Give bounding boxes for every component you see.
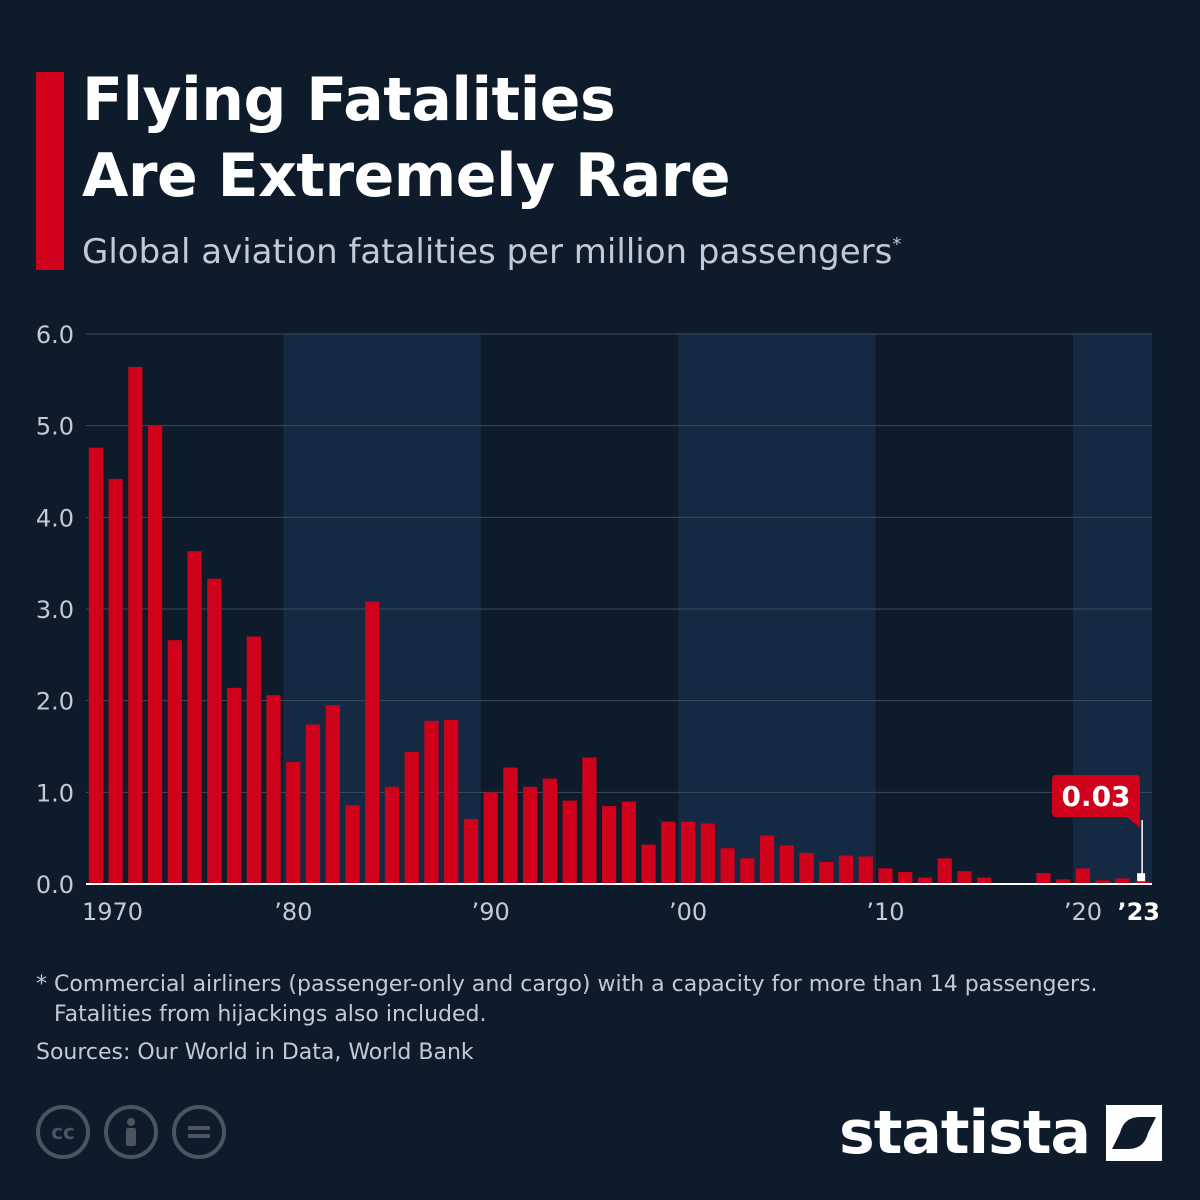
statista-logo-icon xyxy=(1106,1105,1162,1161)
bar-2012 xyxy=(917,877,933,884)
bar-1990 xyxy=(483,792,498,884)
bar-2006 xyxy=(799,852,814,884)
bar-2004 xyxy=(759,835,775,884)
title-line-1: Flying Fatalities xyxy=(82,65,616,135)
x-tick-label-1990: ’90 xyxy=(472,898,510,926)
bar-2002 xyxy=(720,848,735,884)
bar-2021 xyxy=(1095,880,1110,884)
bar-1992 xyxy=(523,786,538,884)
x-tick-label-2000: ’00 xyxy=(669,898,707,926)
bar-1979 xyxy=(266,695,281,884)
bar-1988 xyxy=(444,719,459,884)
x-tick-label-2010: ’10 xyxy=(866,898,904,926)
bar-2019 xyxy=(1056,879,1071,884)
callout-pointer xyxy=(1126,816,1140,828)
bar-1995 xyxy=(582,757,597,884)
bar-1980 xyxy=(286,762,301,884)
bar-2010 xyxy=(878,868,893,884)
bar-1989 xyxy=(463,818,479,884)
bar-2014 xyxy=(957,871,972,884)
y-tick-label: 2.0 xyxy=(36,688,74,716)
value-callout: 0.03 xyxy=(1052,775,1146,882)
x-axis: 1970 ’80 ’90 ’00 ’10 ’20 ’23 xyxy=(82,883,1160,926)
y-tick-label: 4.0 xyxy=(36,504,74,532)
chart-title: Flying Fatalities Are Extremely Rare xyxy=(82,62,731,214)
subtitle-text: Global aviation fatalities per million p… xyxy=(82,232,893,272)
callout-marker xyxy=(1137,873,1146,882)
y-tick-label: 6.0 xyxy=(36,321,74,349)
license-icons: cc xyxy=(36,1105,226,1159)
footnote: * Commercial airliners (passenger-only an… xyxy=(36,970,1098,1030)
bar-1998 xyxy=(641,844,656,884)
bar-1976 xyxy=(207,578,222,884)
bar-2018 xyxy=(1036,873,1051,884)
bar-1974 xyxy=(167,640,182,884)
bar-2013 xyxy=(937,858,952,884)
bar-2009 xyxy=(858,856,873,884)
bar-2007 xyxy=(819,862,834,884)
bar-1973 xyxy=(147,425,163,884)
bar-chart: 0.0 1.0 2.0 3.0 4.0 5.0 6.0 1970 ’80 ’90 ’00 ’10 ’2… xyxy=(36,321,1160,926)
bar-1987 xyxy=(424,720,439,884)
y-tick-label: 0.0 xyxy=(36,871,74,899)
bar-2001 xyxy=(700,823,715,884)
equals-icon xyxy=(172,1105,226,1159)
bar-1984 xyxy=(365,601,380,884)
bar-2005 xyxy=(779,845,794,884)
bar-1978 xyxy=(246,636,261,884)
x-tick-label-2020: ’20 xyxy=(1064,898,1102,926)
footnote-marker: * xyxy=(36,972,47,997)
bar-1981 xyxy=(305,724,321,884)
bar-2015 xyxy=(977,877,992,884)
bar-1982 xyxy=(325,705,340,884)
footnote-line-2: Fatalities from hijackings also included… xyxy=(54,1002,487,1027)
callout-box xyxy=(1052,775,1140,817)
gridlines: 0.0 1.0 2.0 3.0 4.0 5.0 6.0 xyxy=(36,321,1152,899)
title-line-2: Are Extremely Rare xyxy=(82,141,731,211)
bars xyxy=(88,367,1150,884)
source-text: Sources: Our World in Data, World Bank xyxy=(36,1040,474,1065)
callout-label: 0.03 xyxy=(1061,780,1130,813)
x-tick-label-1970: 1970 xyxy=(82,898,143,926)
y-tick-label: 3.0 xyxy=(36,596,74,624)
bar-1986 xyxy=(404,752,419,884)
chart-subtitle: Global aviation fatalities per million p… xyxy=(82,232,901,272)
bar-1977 xyxy=(226,687,242,884)
bar-2020 xyxy=(1075,868,1091,884)
statista-logo[interactable]: statista xyxy=(839,1098,1164,1168)
bar-1993 xyxy=(542,778,558,884)
y-tick-label: 5.0 xyxy=(36,413,74,441)
y-tick-label: 1.0 xyxy=(36,779,74,807)
accent-bar xyxy=(36,72,64,270)
bar-1983 xyxy=(345,805,360,884)
bar-1975 xyxy=(187,551,202,884)
bar-1999 xyxy=(661,821,676,884)
x-tick-label-2023: ’23 xyxy=(1117,898,1160,926)
x-tick-label-1980: ’80 xyxy=(274,898,312,926)
bar-2000 xyxy=(680,821,696,884)
bar-1971 xyxy=(108,478,123,884)
bar-2022 xyxy=(1115,878,1130,884)
bar-1972 xyxy=(128,367,143,884)
bar-2008 xyxy=(838,855,854,884)
bar-1996 xyxy=(602,806,617,884)
bar-1985 xyxy=(384,786,400,884)
footnote-line-1: Commercial airliners (passenger-only and… xyxy=(54,972,1098,997)
bar-1970 xyxy=(88,447,103,884)
person-icon xyxy=(104,1105,158,1159)
bar-1994 xyxy=(562,800,577,884)
bar-1997 xyxy=(621,801,636,884)
subtitle-footnote-marker: * xyxy=(892,234,902,255)
cc-icon: cc xyxy=(36,1105,90,1159)
brand-name: statista xyxy=(838,1098,1091,1168)
bar-2011 xyxy=(898,872,913,884)
bar-2023 xyxy=(1135,881,1150,884)
bar-2003 xyxy=(740,858,755,884)
bar-1991 xyxy=(503,767,518,884)
